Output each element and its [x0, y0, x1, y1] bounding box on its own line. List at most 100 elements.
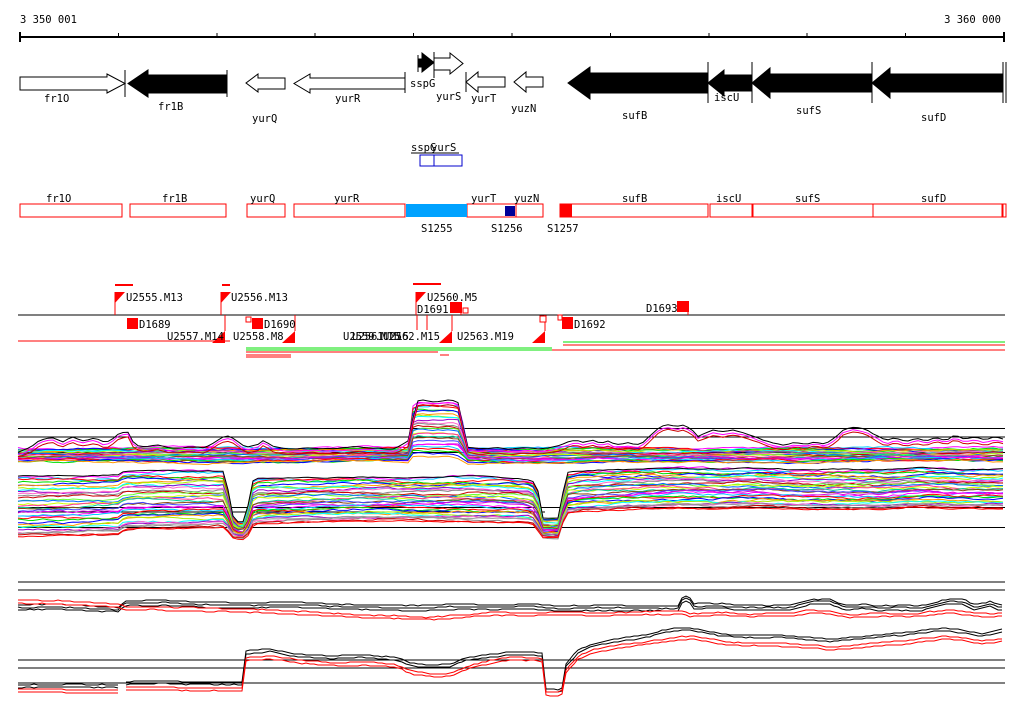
gene-label-fr1O: fr1O [44, 93, 69, 105]
profile-outlier-line [17, 466, 1004, 523]
condition-line-red [18, 691, 118, 694]
probe-marker-open-D1692 [557, 314, 563, 321]
probe-marker-D1691[interactable] [450, 302, 462, 313]
condition-profile-plot [17, 581, 1005, 697]
operon-label-yurS: yurS [431, 142, 456, 154]
probe-marker-D1689[interactable] [127, 318, 138, 329]
segment-label-sufS: sufS [795, 193, 820, 205]
gene-arrow-sufB[interactable] [567, 66, 709, 100]
operon-box-0[interactable] [419, 154, 435, 167]
operon-label-sspG: sspG [411, 142, 436, 154]
probe-flag-U2560.M5[interactable] [416, 292, 426, 303]
condition-line-red [126, 635, 1002, 693]
probe-open-square-0 [539, 315, 547, 323]
profile-outlier-line [17, 506, 1004, 541]
segment-label-iscU: iscU [716, 193, 741, 205]
gene-arrow-sufD[interactable] [871, 66, 1004, 100]
profile-line [17, 488, 1004, 534]
probe-label-U2557.M14: U2557.M14 [167, 331, 224, 343]
probe-marker-D1693[interactable] [677, 301, 689, 312]
segment-label-sufD: sufD [921, 193, 946, 205]
probe-label-U2559.M15: U2559.M15 [343, 331, 400, 343]
ruler-start-label: 3 350 001 [20, 14, 77, 26]
segment-S1257[interactable] [560, 204, 572, 217]
segment-track: fr1O fr1B yurQ yurR yurT yuzN sufB iscU sufS sufD… [19, 193, 1007, 235]
condition-line-black [18, 683, 118, 686]
probe-marker-open-D1690 [245, 316, 252, 323]
probe-label-U2555.M13: U2555.M13 [126, 292, 183, 304]
gene-label-sufB: sufB [622, 110, 647, 122]
condition-line-black [18, 686, 119, 689]
gene-label-yuzN: yuzN [511, 103, 536, 115]
segment-box-sufB[interactable] [559, 203, 709, 218]
gene-arrow-yurR[interactable] [293, 73, 406, 94]
segment-box-yurR[interactable] [293, 203, 406, 218]
gene-label-yurQ: yurQ [252, 113, 277, 125]
gene-arrow-fr1O[interactable] [19, 73, 127, 94]
probe-flag-U2555.M13[interactable] [115, 292, 125, 303]
expression-profile-plot [17, 399, 1005, 541]
gene-label-sspG: sspG [410, 78, 435, 90]
segment-label-sufB: sufB [622, 193, 647, 205]
probe-flag-U2557.M14[interactable] [212, 331, 225, 343]
probe-flag-U2558.M8[interactable] [282, 331, 295, 343]
gene-arrow-fr1B[interactable] [127, 69, 228, 98]
segment-box-end[interactable] [1002, 203, 1007, 218]
gene-arrow-iscU[interactable] [707, 68, 753, 98]
gene-label-sufD: sufD [921, 112, 946, 124]
profile-line [17, 483, 1004, 530]
segment-label-yuzN: yuzN [514, 193, 539, 205]
segment-label-S1257: S1257 [547, 223, 579, 235]
probe-flag-cluster[interactable] [439, 331, 452, 343]
segment-S1255[interactable] [406, 204, 467, 217]
segment-box-yuzN[interactable] [515, 203, 544, 218]
probe-label-D1693: D1693 [646, 303, 678, 315]
profile-outlier-line [17, 404, 1004, 458]
probe-flag-U2563.M19[interactable] [532, 331, 545, 343]
gene-label-fr1B: fr1B [158, 101, 183, 113]
segment-box-iscU[interactable] [709, 203, 753, 218]
profile-line [17, 409, 1004, 453]
ruler-track [19, 32, 1005, 42]
profile-line [17, 473, 1004, 526]
segment-label-yurT: yurT [471, 193, 497, 205]
gene-arrow-yurQ[interactable] [245, 73, 286, 93]
segment-box-sufD[interactable] [872, 203, 1003, 218]
probe-flag-U2556.M13[interactable] [221, 292, 231, 303]
profile-line [17, 486, 1004, 533]
operon-box-1[interactable] [433, 154, 463, 167]
segment-box-sufS[interactable] [752, 203, 874, 218]
gene-arrow-yuzN[interactable] [513, 70, 544, 94]
gene-label-yurS: yurS [436, 91, 461, 103]
condition-line-red [18, 599, 1002, 619]
segment-label-yurQ: yurQ [250, 193, 275, 205]
condition-line-red [18, 602, 1002, 621]
segment-box-yurQ[interactable] [246, 203, 286, 218]
probe-track: U2555.M13 U2556.M13 U2560.M5 U2557.M14 U2558… [18, 283, 1005, 343]
probe-label-U2561.M15: U2561.M15 [352, 331, 409, 343]
segment-box-fr1O[interactable] [19, 203, 123, 218]
condition-line-black [18, 600, 1002, 613]
segment-S1256[interactable] [505, 206, 515, 216]
profile-line [17, 436, 1004, 461]
profile-line [17, 499, 1004, 537]
probe-marker-D1692[interactable] [562, 317, 573, 329]
profile-line [17, 477, 1004, 528]
condition-line-red [18, 688, 118, 691]
gene-arrow-yurT[interactable] [465, 70, 506, 94]
profile-line [17, 474, 1004, 526]
gene-arrow-sspG[interactable] [417, 51, 435, 74]
segment-label-S1256: S1256 [491, 223, 523, 235]
gene-arrow-sufS[interactable] [751, 66, 873, 100]
probe-marker-D1690[interactable] [252, 318, 263, 329]
profile-line [17, 477, 1004, 530]
profile-line [17, 466, 1004, 524]
gene-arrow-yurS[interactable] [433, 51, 464, 76]
profile-outlier-line [17, 502, 1004, 536]
segment-box-fr1B[interactable] [129, 203, 227, 218]
profile-line [17, 401, 1004, 451]
probe-marker-open-D1691 [462, 307, 469, 314]
